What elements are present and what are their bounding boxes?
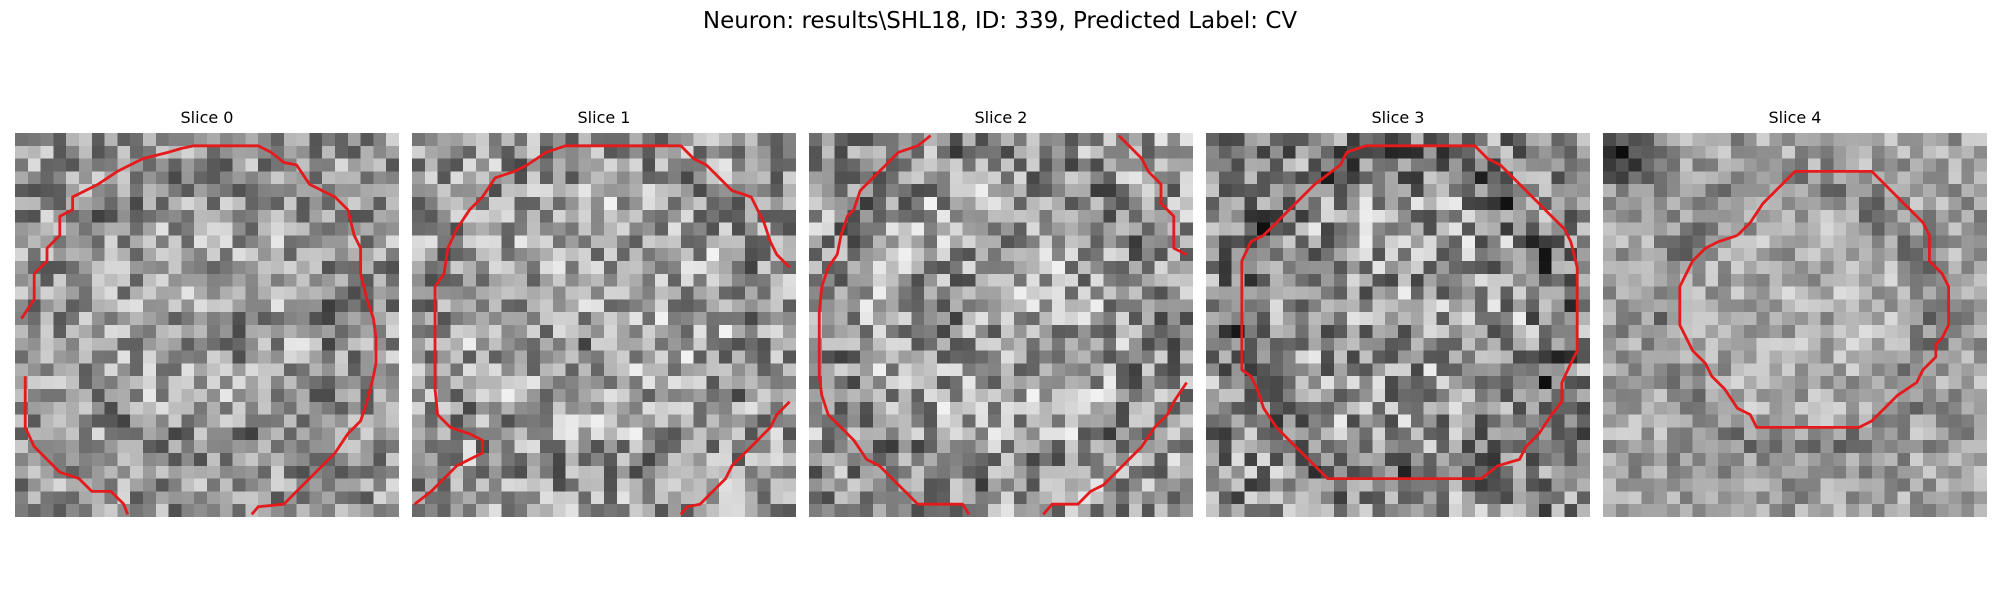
figure-title: Neuron: results\SHL18, ID: 339, Predicte… xyxy=(702,8,1298,34)
segmentation-contour xyxy=(20,144,378,516)
slice-title: Slice 0 xyxy=(180,108,234,127)
segmentation-contour xyxy=(817,134,971,516)
slice-image xyxy=(809,133,1193,517)
segmentation-contour-segment xyxy=(679,400,791,516)
slice-panel-4: Slice 4 xyxy=(1603,108,1987,517)
slice-title: Slice 2 xyxy=(974,108,1028,127)
slice-image xyxy=(1603,133,1987,517)
slice-title: Slice 1 xyxy=(577,108,631,127)
slice-image xyxy=(1206,133,1590,517)
pixel-grid xyxy=(1603,133,1987,517)
segmentation-contour xyxy=(1240,144,1579,481)
slice-image xyxy=(15,133,399,517)
pixel-grid xyxy=(809,133,1193,517)
segmentation-contour-segment xyxy=(1117,134,1188,256)
pixel-grid xyxy=(1206,133,1590,517)
slice-image xyxy=(412,133,796,517)
slice-title: Slice 4 xyxy=(1768,108,1822,127)
slice-title: Slice 3 xyxy=(1371,108,1425,127)
segmentation-contour-segment xyxy=(1042,381,1188,516)
slice-panel-2: Slice 2 xyxy=(809,108,1193,517)
slice-panel-3: Slice 3 xyxy=(1206,108,1590,517)
segmentation-contour xyxy=(413,144,791,506)
pixel-grid xyxy=(15,133,399,517)
segmentation-contour xyxy=(1678,169,1951,429)
slice-panel-1: Slice 1 xyxy=(412,108,796,517)
slice-panel-0: Slice 0 xyxy=(15,108,399,517)
segmentation-contour-segment xyxy=(23,376,129,515)
